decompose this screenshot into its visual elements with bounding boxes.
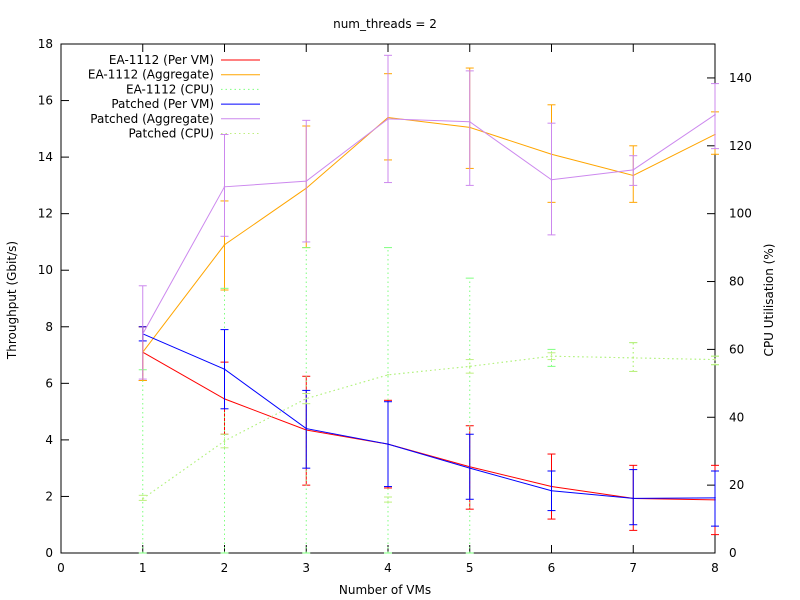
x-tick-label: 7 bbox=[629, 561, 637, 575]
data-point bbox=[387, 118, 389, 120]
data-point bbox=[223, 243, 226, 246]
y-tick-label: 8 bbox=[45, 320, 53, 334]
y-tick-label: 16 bbox=[38, 94, 53, 108]
data-point bbox=[632, 497, 635, 500]
y-tick-label: 4 bbox=[45, 433, 53, 447]
series-line bbox=[142, 116, 716, 353]
x-tick-label: 2 bbox=[221, 561, 229, 575]
legend-label: Patched (CPU) bbox=[128, 127, 214, 141]
y-tick-label: 12 bbox=[38, 207, 53, 221]
legend-label: EA-1112 (CPU) bbox=[126, 82, 214, 96]
x-tick-label: 0 bbox=[57, 561, 65, 575]
y-tick-label: 10 bbox=[38, 263, 53, 277]
y-tick-label: 2 bbox=[45, 489, 53, 503]
series-layer bbox=[138, 54, 719, 554]
legend-label: EA-1112 (Per VM) bbox=[109, 53, 214, 67]
axes: 0 1 2 3 4 5 6 7 80246810121416180204060801001201… bbox=[38, 37, 752, 575]
series-group bbox=[138, 247, 719, 554]
data-point bbox=[223, 186, 226, 188]
x-tick-label: 6 bbox=[548, 561, 556, 575]
y2-tick-label: 140 bbox=[729, 71, 752, 85]
series-line bbox=[142, 333, 716, 499]
data-point bbox=[714, 113, 716, 116]
series-line bbox=[142, 355, 716, 500]
series-line bbox=[142, 355, 716, 500]
y-tick-label: 0 bbox=[45, 546, 53, 560]
x-tick-label: 3 bbox=[302, 561, 310, 575]
legend: EA-1112 (Per VM)EA-1112 (Aggregate)EA-11… bbox=[88, 53, 260, 141]
y-axis-label: Throughput (Gbit/s) bbox=[5, 241, 19, 360]
series-line bbox=[142, 114, 716, 335]
data-point bbox=[632, 357, 635, 359]
data-point bbox=[550, 178, 553, 181]
y2-tick-label: 60 bbox=[729, 342, 744, 356]
data-point bbox=[632, 169, 635, 171]
series-group bbox=[138, 67, 719, 382]
chart-title: num_threads = 2 bbox=[333, 17, 437, 31]
x-tick-label: 4 bbox=[384, 561, 392, 575]
data-point bbox=[305, 397, 308, 400]
data-point bbox=[141, 497, 144, 500]
y-tick-label: 14 bbox=[38, 150, 53, 164]
data-point bbox=[141, 333, 144, 335]
data-point bbox=[550, 355, 553, 357]
data-point bbox=[468, 120, 471, 123]
data-point bbox=[714, 497, 716, 499]
x-axis-label: Number of VMs bbox=[339, 583, 431, 597]
data-point bbox=[550, 489, 553, 492]
data-point bbox=[714, 358, 716, 361]
data-point bbox=[223, 440, 226, 442]
data-point bbox=[305, 427, 308, 430]
data-point bbox=[387, 443, 389, 445]
y2-axis-label: CPU Utilisation (%) bbox=[762, 244, 776, 357]
data-point bbox=[223, 368, 226, 370]
data-point bbox=[468, 467, 471, 469]
x-tick-label: 1 bbox=[139, 561, 147, 575]
y2-tick-label: 120 bbox=[729, 139, 752, 153]
series-line bbox=[142, 351, 716, 501]
x-tick-label: 8 bbox=[711, 561, 719, 575]
y-tick-label: 6 bbox=[45, 376, 53, 390]
data-point bbox=[305, 180, 308, 182]
y2-tick-label: 0 bbox=[729, 546, 737, 560]
legend-label: Patched (Aggregate) bbox=[90, 112, 214, 126]
series-group bbox=[138, 326, 719, 527]
y2-tick-label: 100 bbox=[729, 207, 752, 221]
y-tick-label: 18 bbox=[38, 37, 53, 51]
legend-label: Patched (Per VM) bbox=[111, 97, 214, 111]
y2-tick-label: 20 bbox=[729, 478, 744, 492]
x-tick-label: 5 bbox=[466, 561, 474, 575]
data-point bbox=[387, 374, 389, 376]
data-point bbox=[468, 365, 471, 368]
y2-tick-label: 40 bbox=[729, 410, 744, 424]
legend-label: EA-1112 (Aggregate) bbox=[88, 68, 214, 82]
series-group bbox=[138, 54, 719, 380]
y2-tick-label: 80 bbox=[729, 275, 744, 289]
series-group bbox=[138, 342, 719, 503]
